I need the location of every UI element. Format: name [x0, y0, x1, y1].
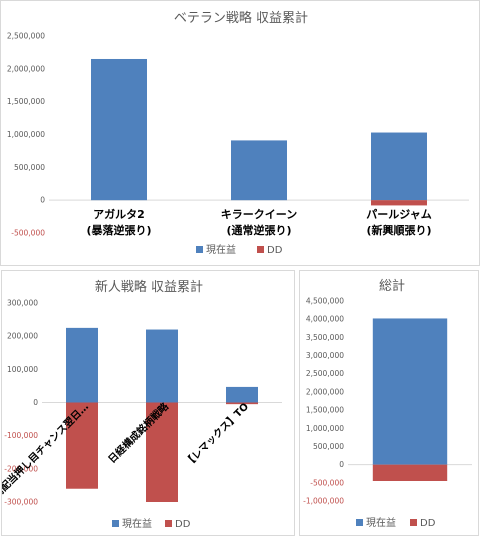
- legend-label-dd: DD: [267, 245, 283, 256]
- y-tick-label: 1,000,000: [7, 130, 45, 139]
- category-label: パールジャム: [366, 208, 431, 221]
- y-tick-label: 4,500,000: [306, 297, 344, 306]
- bar-dd: [146, 402, 178, 502]
- bar-dd: [372, 464, 448, 481]
- chart-total: 総計 -1,000,000 -500,000 0 500,000 1,000,000 1,…: [303, 278, 472, 529]
- bar-dd: [66, 402, 98, 489]
- y-tick-label: 2,000,000: [7, 64, 45, 73]
- legend-swatch-current: [112, 520, 119, 527]
- legend-label-current: 現在益: [122, 517, 152, 530]
- category-label: (暴落逆張り): [86, 223, 151, 237]
- bar-dd: [226, 402, 258, 405]
- y-tick-label: -1,000,000: [303, 497, 344, 506]
- y-tick-label: 300,000: [7, 299, 38, 308]
- legend-swatch-current: [356, 519, 363, 526]
- legend: 現在益 DD: [112, 517, 191, 530]
- legend: 現在益 DD: [196, 243, 283, 256]
- category-label: (通常逆張り): [226, 223, 291, 237]
- legend-label-dd: DD: [420, 518, 436, 529]
- legend-swatch-dd: [165, 520, 172, 527]
- chart-panel-veteran: ベテラン戦略 収益累計 -500,000 0 500,000 1,000,000 1,5…: [0, 0, 480, 266]
- legend-label-current: 現在益: [366, 516, 396, 529]
- y-tick-label: 2,000,000: [306, 387, 344, 396]
- y-tick-label: 100,000: [7, 365, 38, 374]
- y-tick-label: 0: [40, 196, 45, 205]
- y-tick-label: 200,000: [7, 332, 38, 341]
- chart-panel-new: 新人戦略 収益累計 -300,000 -200,000 -100,000 0 100,0…: [1, 270, 295, 536]
- y-tick-label: -100,000: [4, 431, 38, 440]
- legend-swatch-current: [196, 246, 203, 253]
- y-tick-label: 2,500,000: [7, 32, 45, 41]
- y-tick-label: 500,000: [14, 163, 45, 172]
- bar-current: [231, 140, 287, 201]
- y-tick-label: -500,000: [11, 229, 45, 238]
- bar-current: [371, 132, 427, 201]
- chart-title: 新人戦略 収益累計: [95, 279, 203, 295]
- y-tick-label: 3,000,000: [306, 351, 344, 360]
- bar-current: [226, 386, 258, 403]
- chart-panel-total: 総計 -1,000,000 -500,000 0 500,000 1,000,000 1,…: [299, 270, 479, 536]
- y-tick-label: 4,000,000: [306, 315, 344, 324]
- bar-current: [91, 58, 147, 201]
- y-tick-label: 0: [339, 460, 344, 469]
- y-tick-label: 1,000,000: [306, 424, 344, 433]
- y-tick-label: 0: [33, 398, 38, 407]
- legend-label-current: 現在益: [206, 243, 236, 256]
- category-label: アガルタ2: [93, 207, 145, 221]
- chart-title: ベテラン戦略 収益累計: [174, 10, 308, 26]
- chart-new: 新人戦略 収益累計 -300,000 -200,000 -100,000 0 100,0…: [2, 279, 282, 530]
- bar-current: [66, 327, 98, 403]
- category-label: キラークイーン: [221, 208, 297, 221]
- chart-veteran: ベテラン戦略 収益累計 -500,000 0 500,000 1,000,000 1,5…: [7, 10, 469, 256]
- category-label: 【レマックス】TO: [182, 400, 251, 469]
- bar-current: [146, 329, 178, 403]
- y-tick-label: 500,000: [313, 442, 344, 451]
- legend-swatch-dd: [257, 246, 264, 253]
- bar-dd: [371, 200, 427, 206]
- legend-label-dd: DD: [175, 519, 191, 530]
- legend-swatch-dd: [410, 519, 417, 526]
- y-tick-label: -200,000: [4, 464, 38, 473]
- legend: 現在益 DD: [356, 516, 436, 529]
- y-tick-label: 1,500,000: [7, 97, 45, 106]
- y-tick-label: -300,000: [4, 498, 38, 507]
- y-tick-label: -500,000: [310, 478, 344, 487]
- bar-current: [372, 318, 448, 465]
- y-tick-label: 3,500,000: [306, 333, 344, 342]
- y-tick-label: 2,500,000: [306, 369, 344, 378]
- y-tick-label: 1,500,000: [306, 406, 344, 415]
- category-label: (新興順張り): [366, 223, 431, 237]
- chart-title: 総計: [379, 278, 405, 294]
